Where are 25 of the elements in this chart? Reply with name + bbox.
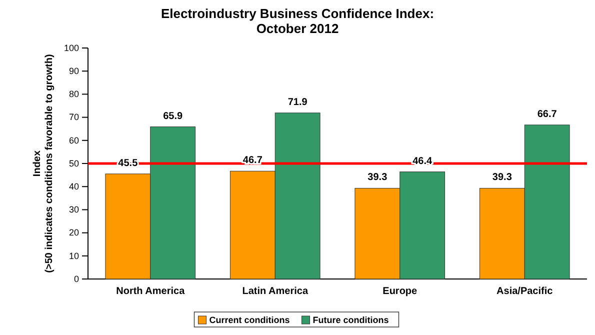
y-tick-label: 90 <box>68 66 79 76</box>
y-tick-label: 100 <box>64 42 79 53</box>
data-label: 39.3 <box>492 172 512 184</box>
data-label: 39.3 <box>368 172 388 184</box>
data-label: 71.9 <box>288 96 308 108</box>
chart-title: Electroindustry Business Confidence Index: October 2012 <box>160 6 434 36</box>
y-tick-label: 60 <box>68 135 79 146</box>
y-tick-label: 70 <box>68 112 79 122</box>
x-tick-label: Latin America <box>242 286 308 297</box>
legend-label: Future conditions <box>312 315 389 325</box>
data-label: 65.9 <box>163 110 183 122</box>
y-tick-label: 0 <box>74 274 79 284</box>
x-tick-label: Europe <box>382 286 418 297</box>
x-tick-label: Asia/Pacific <box>496 286 554 297</box>
y-tick-label: 10 <box>68 250 79 261</box>
y-tick-label: 20 <box>68 228 79 238</box>
y-tick-label: 50 <box>68 158 79 168</box>
y-tick-label: 40 <box>68 181 79 192</box>
y-tick-label: 30 <box>68 204 79 215</box>
data-label: 66.7 <box>537 108 558 120</box>
x-tick-label: North America <box>116 286 186 297</box>
legend-label: Current conditions <box>209 315 290 325</box>
y-tick-label: 80 <box>68 89 79 100</box>
data-label: 45.5 <box>118 158 138 169</box>
y-axis-title: Index (>50 indicates conditions favorable to growth) <box>32 54 55 273</box>
